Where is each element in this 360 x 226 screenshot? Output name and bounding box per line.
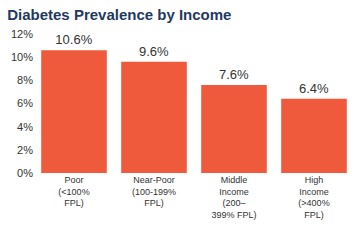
svg-text:9.6%: 9.6%: [139, 44, 169, 59]
svg-text:8%: 8%: [17, 74, 33, 86]
svg-text:4%: 4%: [17, 121, 33, 133]
svg-text:Poor(<100%FPL): Poor(<100%FPL): [58, 175, 89, 208]
svg-text:MiddleIncome(200–399% FPL): MiddleIncome(200–399% FPL): [211, 175, 256, 220]
svg-text:Near-Poor(100-199%FPL): Near-Poor(100-199%FPL): [132, 175, 176, 208]
svg-text:6.4%: 6.4%: [299, 81, 329, 96]
svg-text:7.6%: 7.6%: [219, 67, 249, 82]
svg-text:10%: 10%: [11, 51, 33, 63]
svg-text:6%: 6%: [17, 97, 33, 109]
svg-text:10.6%: 10.6%: [55, 32, 92, 47]
svg-text:2%: 2%: [17, 144, 33, 156]
svg-text:0%: 0%: [17, 167, 33, 179]
svg-text:Diabetes Prevalence by Income: Diabetes Prevalence by Income: [7, 6, 231, 23]
svg-text:HighIncome(>400%FPL): HighIncome(>400%FPL): [298, 175, 329, 220]
svg-text:12%: 12%: [11, 28, 33, 40]
